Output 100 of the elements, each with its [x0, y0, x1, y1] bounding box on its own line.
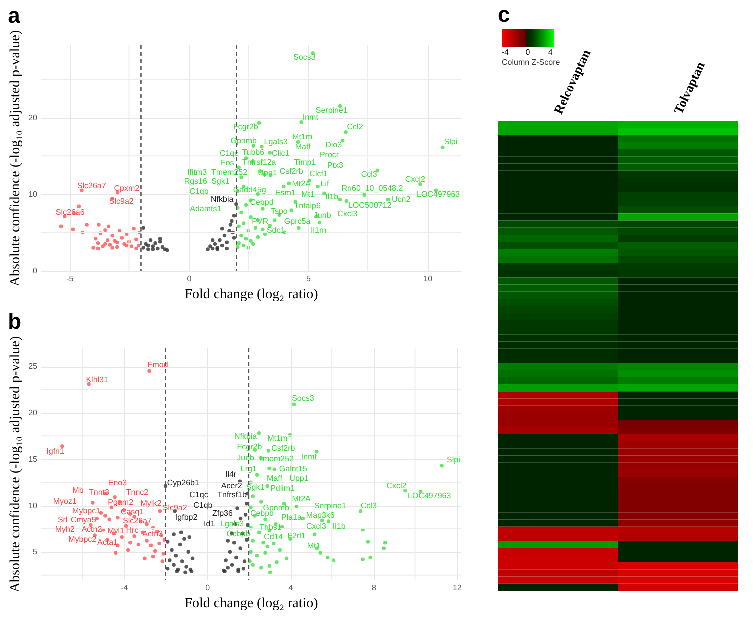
annotation: Slc9a2 [162, 504, 188, 513]
y-tick-label: 10 [28, 501, 38, 510]
annotation: Casq1 [120, 507, 145, 516]
annotation: Fos [220, 158, 234, 168]
annotation: Fmod [148, 360, 168, 370]
annotation: Slc26a6 [56, 208, 86, 217]
annotation: Pdlim1 [270, 484, 296, 494]
annotation: C1qc [190, 490, 208, 500]
annotation: Cxcl3 [338, 209, 358, 218]
annotation: Fcgr2b [237, 442, 263, 452]
color-bar-label: 4 [548, 48, 554, 57]
annotation: Il1rn [310, 226, 327, 236]
annotation: Rn60_10_0548.2 [342, 184, 404, 194]
annotation: Mt2A [292, 179, 312, 188]
x-tick-label: 12 [452, 584, 462, 592]
chart-title: a [8, 2, 22, 28]
annotation: Pgam2 [108, 498, 134, 507]
annotation: Junb [237, 453, 256, 462]
annotation: Ccl3 [361, 170, 378, 180]
y-tick-label: 15 [28, 454, 38, 464]
annotation: Cpxm2 [114, 184, 140, 194]
x-tick-label: -4 [121, 584, 129, 592]
annotation: Maff [295, 142, 312, 152]
annotation: PVR [252, 216, 269, 226]
annotation: LOC497963 [408, 491, 452, 500]
annotation: Maff [266, 474, 284, 483]
annotation: Clic1 [272, 148, 290, 158]
annotation: Esm1 [275, 188, 296, 198]
annotation: Ptx3 [327, 161, 344, 170]
annotation: Mybpc1 [72, 506, 102, 516]
annotation: Lif [320, 179, 330, 188]
annotation: Lgals3 [220, 519, 245, 528]
annotation: Tnnc2 [126, 488, 150, 497]
annotation: Lgals3 [264, 137, 288, 146]
annotation: Srl [58, 516, 68, 525]
annotation: Tnfrsf1b [218, 490, 248, 500]
annotation: Galnt15 [279, 464, 308, 474]
annotation: LOC500712 [348, 200, 392, 210]
annotation: Rgs16 [184, 177, 208, 186]
annotation: Dio3 [326, 140, 343, 150]
annotation: Serpine1 [314, 502, 347, 511]
annotation: Tmem252 [258, 454, 295, 464]
y-tick-label: 10 [28, 190, 38, 199]
annotation: Actn2 [82, 524, 103, 534]
annotation: Tnnt3 [88, 488, 110, 497]
y-tick-label: 20 [28, 113, 38, 122]
annotation: Mt2A [292, 494, 312, 504]
annotation: Myoz1 [53, 497, 78, 506]
annotation: Gadd45g [233, 186, 266, 195]
x-tick-label: 10 [424, 274, 434, 284]
annotation: Cxcl2 [386, 481, 408, 490]
annotation: Pla1a [282, 512, 303, 522]
annotation: Zfp36 [212, 509, 234, 518]
annotation: Eno3 [108, 478, 128, 488]
annotation: Upp1 [290, 474, 310, 483]
annotation: C1qb [194, 500, 214, 510]
x-tick-label: 5 [306, 274, 312, 284]
annotation: Cmya5 [70, 516, 97, 525]
x-tick-label: 0 [187, 274, 192, 284]
annotation: Cebpb [226, 530, 251, 539]
annotation: Socs3 [292, 394, 315, 404]
annotation: Mt1m [292, 132, 313, 142]
annotation: Il1b [332, 522, 346, 532]
annotation: Igfn1 [46, 446, 65, 456]
annotation: Acta1 [98, 538, 119, 547]
annotation: Id1 [204, 519, 216, 528]
annotation: Socs3 [294, 53, 316, 62]
annotation: Slpi [444, 137, 458, 146]
y-tick-label: 20 [28, 408, 38, 418]
annotation: Tmem252 [212, 168, 248, 177]
x-axis-title: Fold change (log₂ ratio) [184, 288, 319, 302]
annotation: Hrc [126, 526, 139, 535]
annotation: LOC497963 [416, 190, 461, 200]
annotation: Nfkbia [211, 194, 234, 204]
y-tick-label: 0 [33, 266, 38, 276]
y-tick-label: 5 [33, 548, 38, 557]
annotation: Klhl31 [86, 375, 110, 384]
chart-title: b [8, 308, 22, 334]
annotation: Tubb6 [242, 148, 266, 158]
annotation: Tnfaip6 [294, 202, 322, 211]
annotation: Mt1 [302, 190, 316, 200]
annotation: C1qb [190, 187, 210, 196]
annotation: Myl1 [108, 526, 126, 536]
annotation: Gpnmb [230, 136, 258, 146]
annotation: Timp1 [294, 158, 317, 167]
annotation: Clcf1 [310, 169, 328, 178]
annotation: Cyp26b1 [167, 478, 200, 488]
annotation: Mybpc2 [68, 535, 98, 544]
chart-title: c [498, 2, 510, 27]
annotation: Nfkbia [234, 432, 258, 442]
annotation: Il4r [225, 470, 237, 480]
color-bar-label: 0 [526, 48, 531, 57]
annotation: Serpine1 [316, 106, 348, 115]
annotation: Tspo [270, 207, 288, 216]
annotation: Myh2 [55, 524, 76, 534]
annotation: Ccl3 [360, 502, 378, 511]
y-tick-label: 25 [28, 362, 38, 372]
annotation: Tnfrsf12a [242, 158, 277, 167]
annotation: Mb [72, 486, 84, 495]
annotation: Procr [320, 150, 340, 160]
